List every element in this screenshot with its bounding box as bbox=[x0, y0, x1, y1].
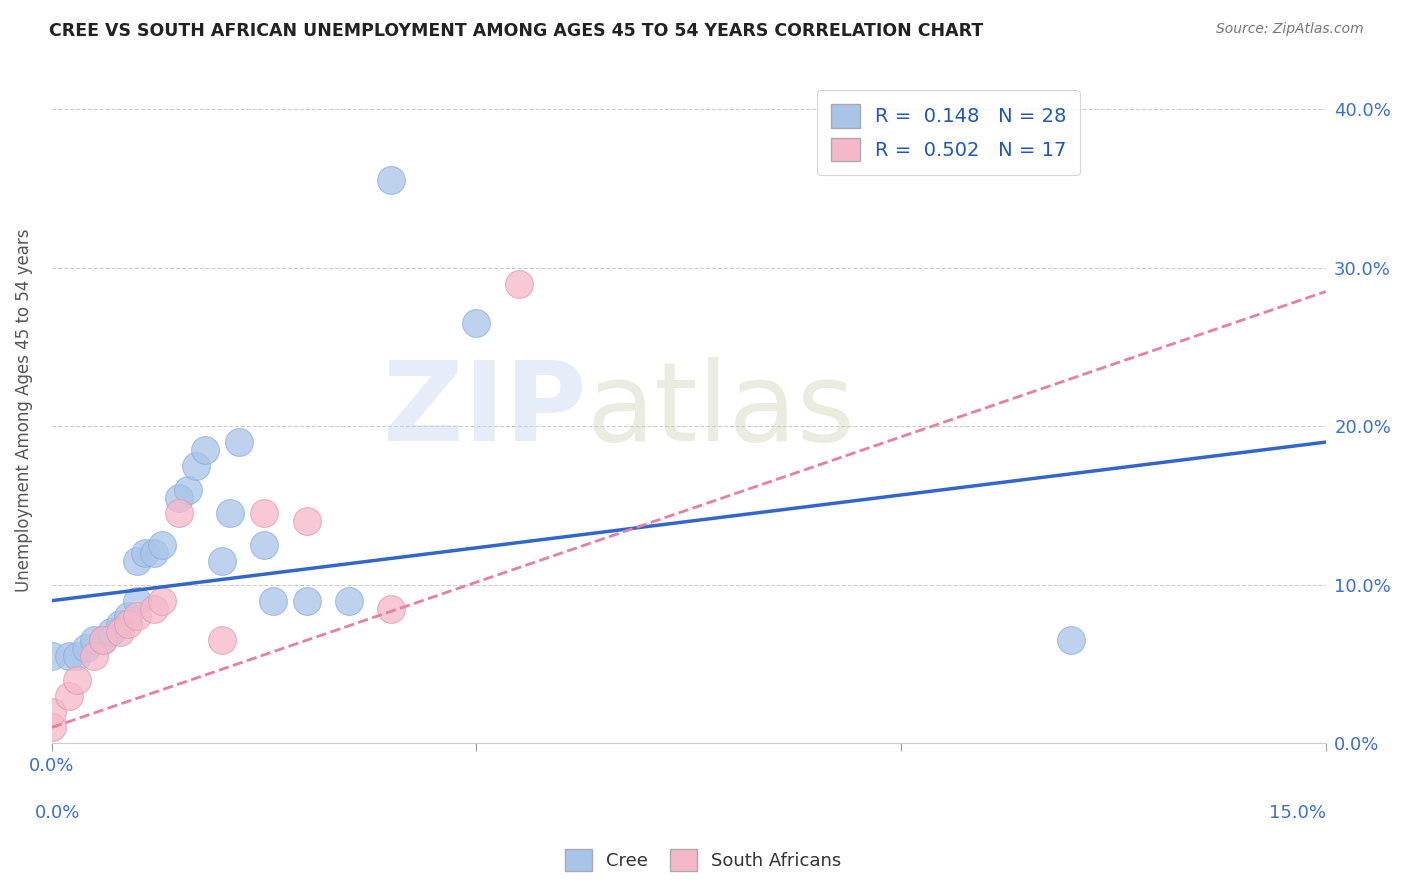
Point bbox=[125, 593, 148, 607]
Point bbox=[262, 593, 284, 607]
Point bbox=[75, 641, 97, 656]
Point bbox=[380, 601, 402, 615]
Point bbox=[66, 673, 89, 687]
Point bbox=[100, 625, 122, 640]
Point bbox=[194, 443, 217, 458]
Legend: R =  0.148   N = 28, R =  0.502   N = 17: R = 0.148 N = 28, R = 0.502 N = 17 bbox=[817, 90, 1080, 175]
Point bbox=[91, 633, 114, 648]
Y-axis label: Unemployment Among Ages 45 to 54 years: Unemployment Among Ages 45 to 54 years bbox=[15, 228, 32, 592]
Text: 15.0%: 15.0% bbox=[1268, 804, 1326, 822]
Point bbox=[91, 633, 114, 648]
Point bbox=[41, 649, 63, 664]
Point bbox=[125, 609, 148, 624]
Point bbox=[295, 593, 318, 607]
Point bbox=[211, 633, 233, 648]
Point bbox=[117, 617, 139, 632]
Point bbox=[167, 507, 190, 521]
Point bbox=[142, 601, 165, 615]
Point bbox=[117, 609, 139, 624]
Point bbox=[253, 538, 276, 552]
Point bbox=[83, 633, 105, 648]
Point bbox=[211, 554, 233, 568]
Point bbox=[41, 705, 63, 719]
Text: 0.0%: 0.0% bbox=[35, 804, 80, 822]
Point bbox=[253, 507, 276, 521]
Point bbox=[228, 435, 250, 450]
Point bbox=[66, 649, 89, 664]
Point bbox=[380, 173, 402, 187]
Point bbox=[508, 277, 530, 291]
Point bbox=[108, 625, 131, 640]
Text: Source: ZipAtlas.com: Source: ZipAtlas.com bbox=[1216, 22, 1364, 37]
Text: CREE VS SOUTH AFRICAN UNEMPLOYMENT AMONG AGES 45 TO 54 YEARS CORRELATION CHART: CREE VS SOUTH AFRICAN UNEMPLOYMENT AMONG… bbox=[49, 22, 983, 40]
Point bbox=[1060, 633, 1083, 648]
Point bbox=[337, 593, 360, 607]
Point bbox=[295, 514, 318, 528]
Point bbox=[465, 316, 488, 330]
Legend: Cree, South Africans: Cree, South Africans bbox=[557, 842, 849, 879]
Point bbox=[58, 649, 80, 664]
Point bbox=[134, 546, 156, 560]
Point bbox=[186, 458, 208, 473]
Text: atlas: atlas bbox=[586, 357, 855, 464]
Point bbox=[83, 649, 105, 664]
Point bbox=[150, 593, 173, 607]
Text: ZIP: ZIP bbox=[384, 357, 586, 464]
Point bbox=[167, 491, 190, 505]
Point bbox=[176, 483, 198, 497]
Point bbox=[58, 689, 80, 703]
Point bbox=[219, 507, 242, 521]
Point bbox=[108, 617, 131, 632]
Point bbox=[125, 554, 148, 568]
Point bbox=[142, 546, 165, 560]
Point bbox=[41, 721, 63, 735]
Point bbox=[150, 538, 173, 552]
